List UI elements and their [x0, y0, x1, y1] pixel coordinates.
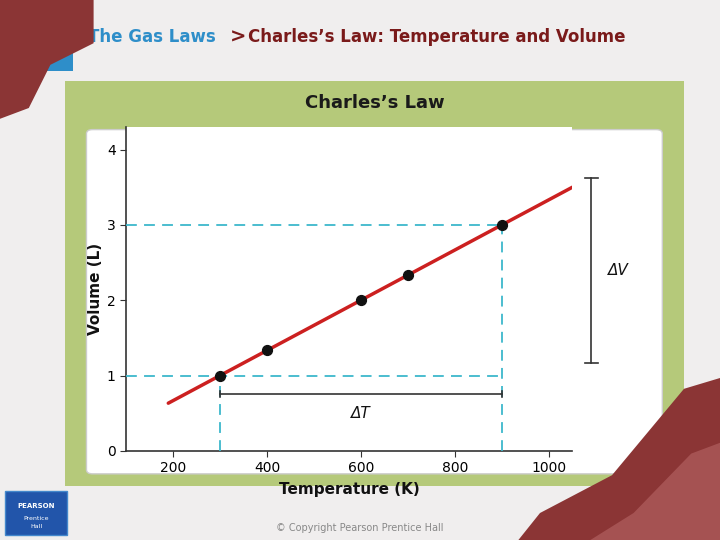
Point — [402, 271, 414, 279]
Point — [215, 371, 226, 380]
Text: ΔV: ΔV — [608, 263, 629, 278]
Text: © Copyright Pearson Prentice Hall: © Copyright Pearson Prentice Hall — [276, 523, 444, 533]
Text: 15 of 45: 15 of 45 — [637, 514, 695, 526]
FancyBboxPatch shape — [86, 130, 662, 474]
FancyBboxPatch shape — [5, 5, 73, 71]
Text: Hall: Hall — [30, 524, 42, 530]
Text: >: > — [230, 28, 246, 47]
X-axis label: Temperature (K): Temperature (K) — [279, 482, 420, 497]
Text: PEARSON: PEARSON — [17, 503, 55, 509]
Point — [261, 346, 273, 355]
Text: ΔT: ΔT — [351, 406, 371, 421]
Point — [355, 296, 366, 305]
Text: 14.2: 14.2 — [10, 25, 68, 49]
Text: Charles’s Law: Temperature and Volume: Charles’s Law: Temperature and Volume — [248, 28, 626, 46]
Text: Prentice: Prentice — [23, 516, 49, 521]
FancyBboxPatch shape — [5, 491, 67, 535]
Text: Charles’s Law: Charles’s Law — [305, 94, 444, 112]
Text: The Gas Laws: The Gas Laws — [88, 28, 216, 46]
Point — [496, 220, 508, 229]
FancyBboxPatch shape — [58, 77, 690, 490]
Y-axis label: Volume (L): Volume (L) — [88, 243, 102, 335]
FancyBboxPatch shape — [108, 89, 641, 130]
Text: Slide: Slide — [660, 498, 695, 511]
